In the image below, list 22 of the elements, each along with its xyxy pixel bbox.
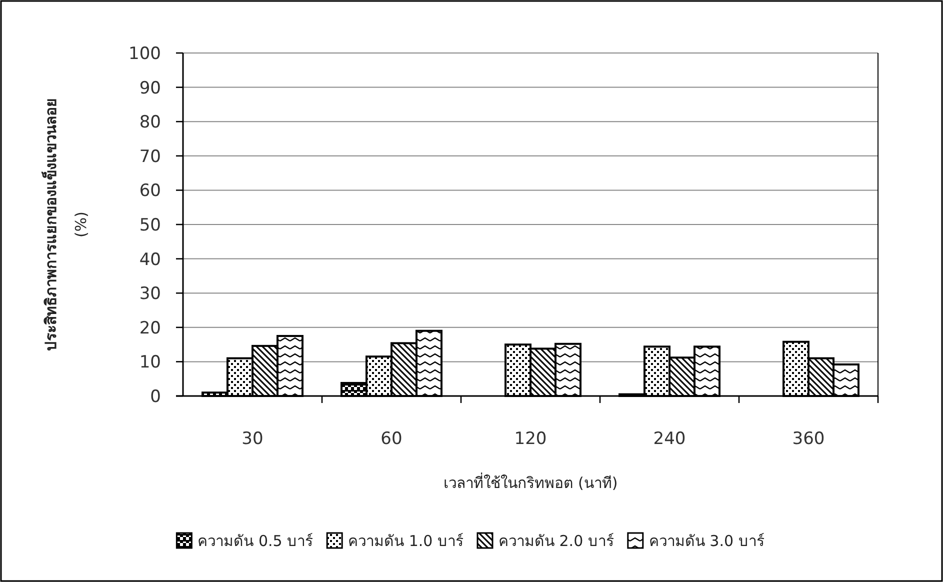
y-tick-label: 30 bbox=[139, 284, 161, 304]
x-tick-label: 60 bbox=[380, 429, 402, 449]
y-tick-label: 90 bbox=[139, 78, 161, 98]
y-tick-label: 50 bbox=[139, 216, 161, 236]
x-tick-label: 120 bbox=[514, 429, 547, 449]
x-tick-label: 240 bbox=[653, 429, 686, 449]
legend-label: ความดัน 0.5 บาร์ bbox=[198, 532, 314, 550]
y-tick-label: 60 bbox=[139, 181, 161, 202]
y-tick-label: 40 bbox=[139, 250, 161, 270]
legend-label: ความดัน 3.0 บาร์ bbox=[648, 532, 764, 550]
x-tick-label: 30 bbox=[242, 429, 264, 449]
y-axis-title: ประสิทธิภาพการแยกของแข็งแขวนลอย (%) bbox=[41, 98, 90, 351]
y-tick-label: 100 bbox=[128, 44, 161, 64]
y-tick-label: 0 bbox=[150, 387, 161, 407]
y-tick-label: 20 bbox=[139, 318, 161, 338]
y-tick-label: 10 bbox=[139, 352, 161, 373]
x-axis-title: เวลาที่ใช้ในกริทพอต (นาที) bbox=[443, 472, 618, 492]
y-tick-label: 70 bbox=[139, 146, 161, 167]
legend-label: ความดัน 2.0 บาร์ bbox=[498, 532, 614, 550]
legend-label: ความดัน 1.0 บาร์ bbox=[348, 532, 464, 550]
y-tick-label: 80 bbox=[139, 112, 161, 133]
x-tick-label: 360 bbox=[792, 429, 825, 449]
